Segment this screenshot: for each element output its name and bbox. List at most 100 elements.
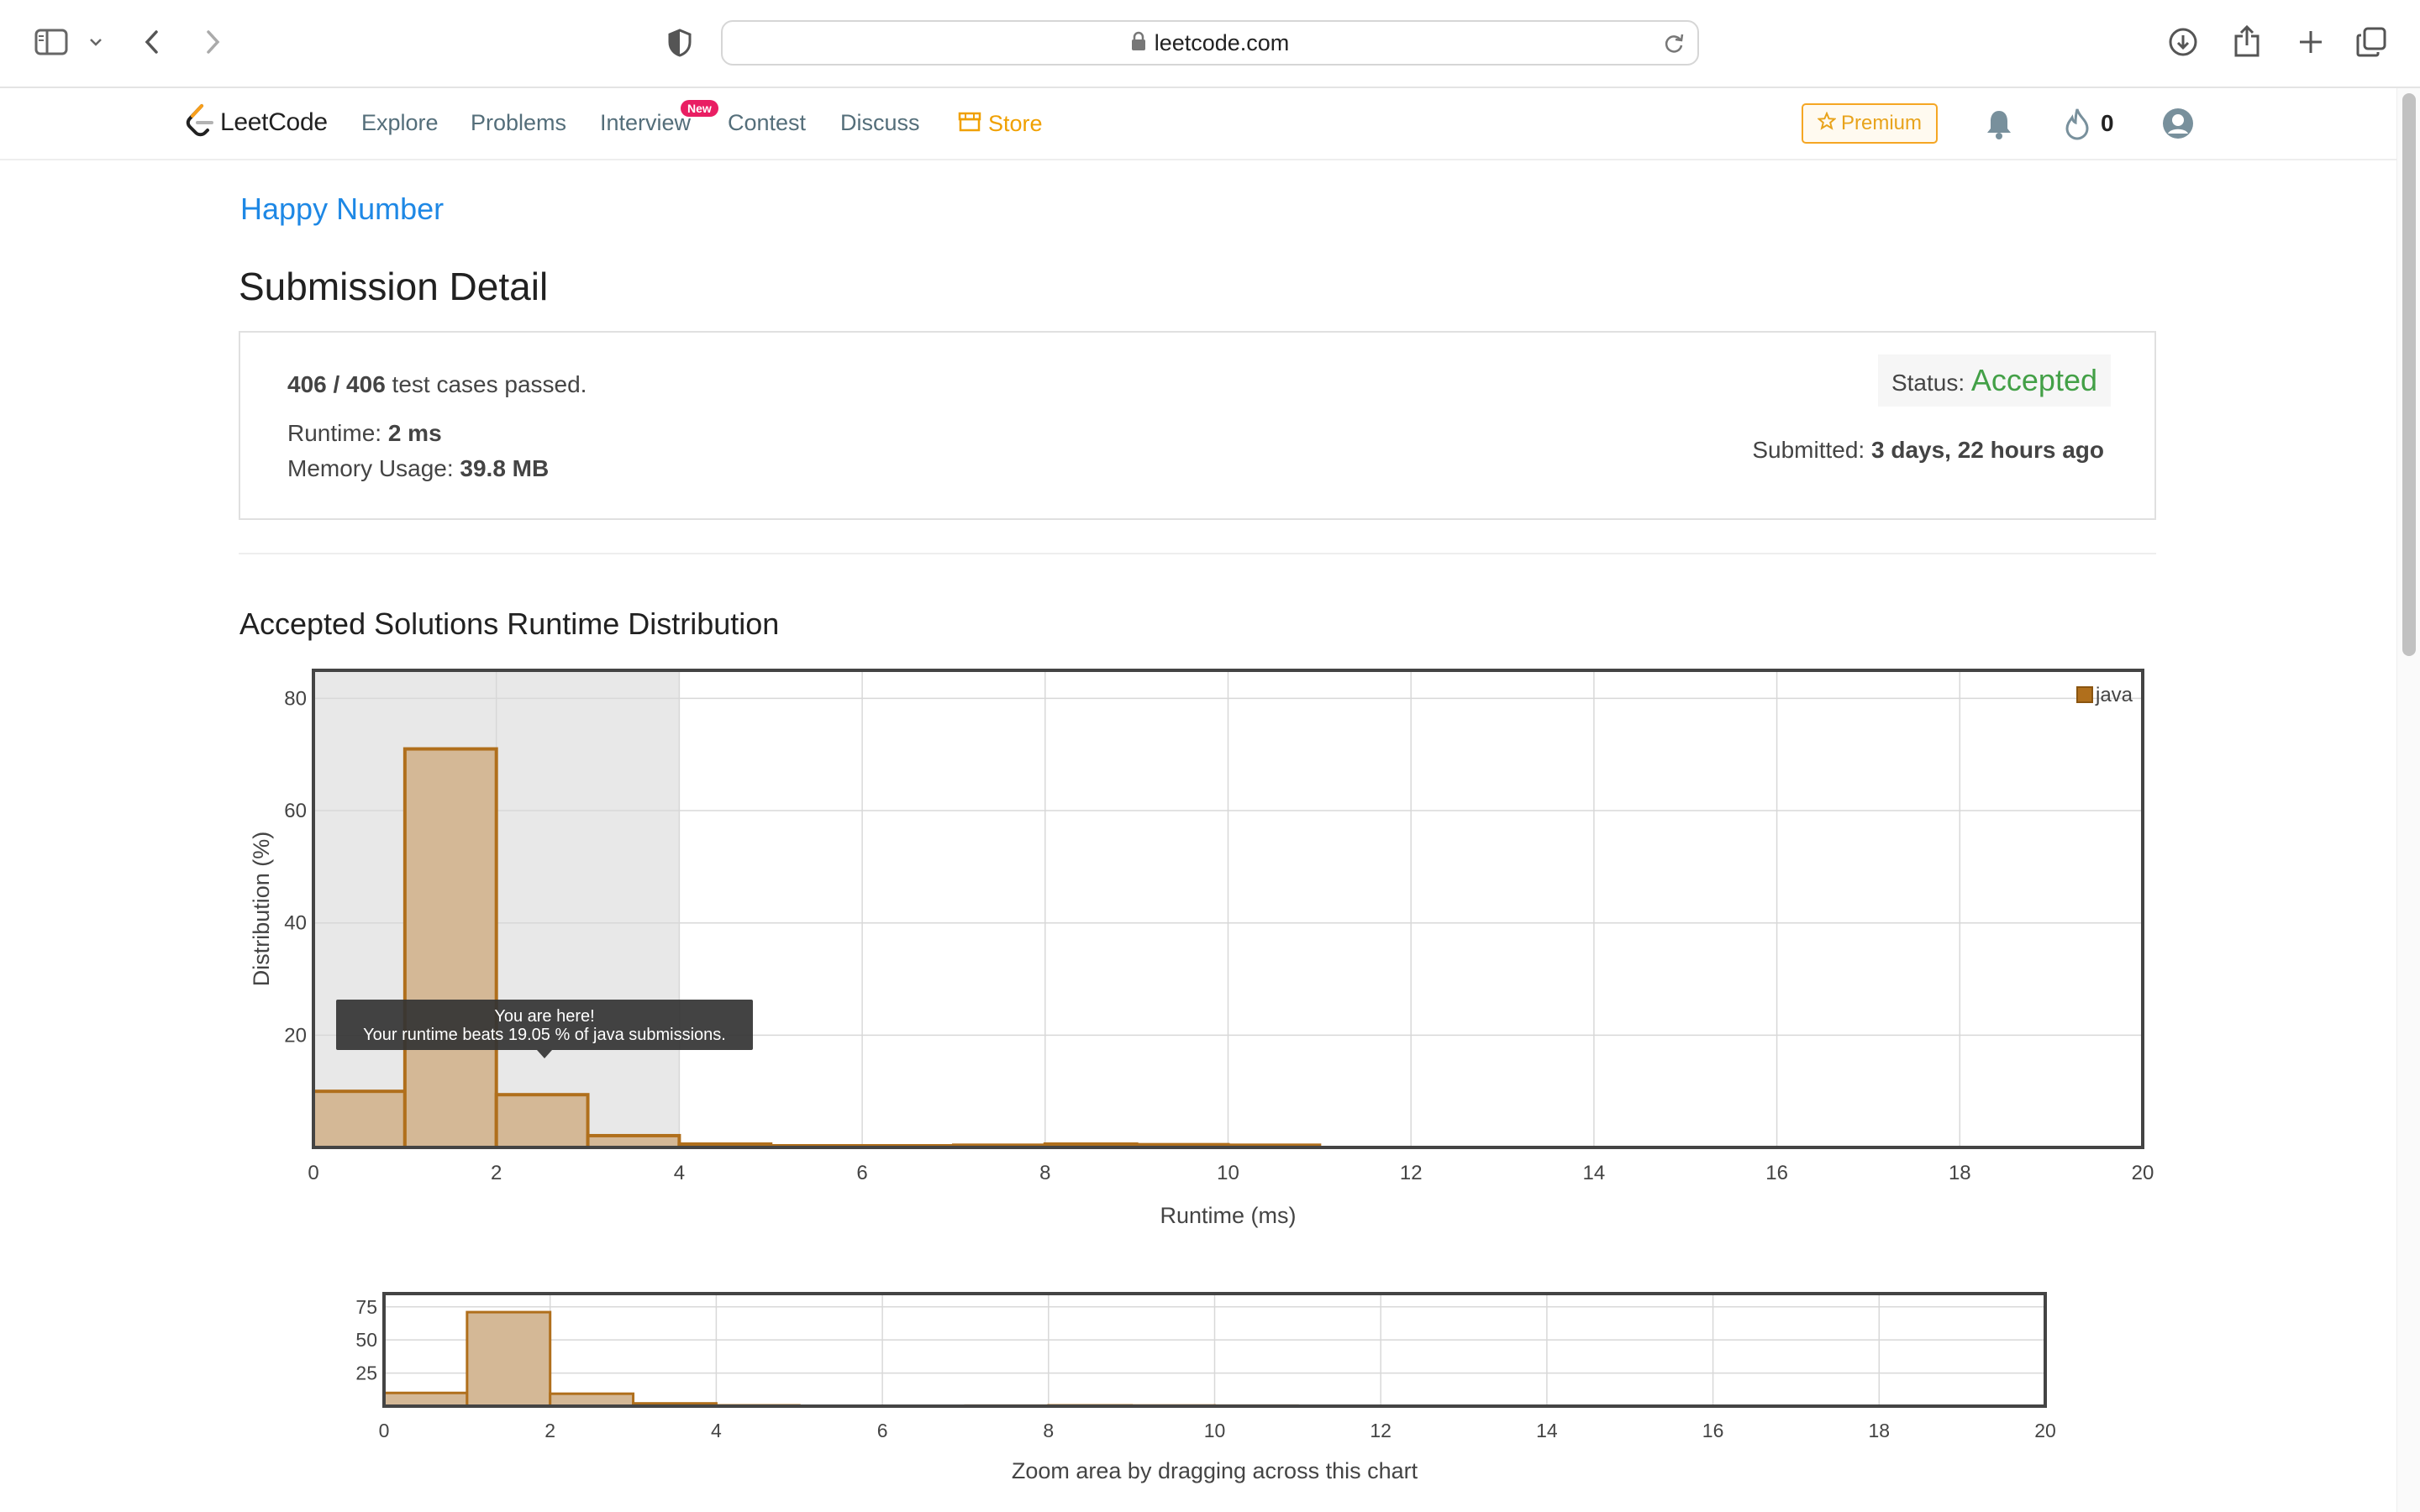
leetcode-logo-icon: [185, 103, 215, 141]
section-divider: [239, 553, 2156, 554]
x-tick-label: 16: [1765, 1162, 1788, 1184]
store-label: Store: [988, 111, 1043, 136]
problem-title-link[interactable]: Happy Number: [240, 192, 445, 226]
x-tick-label: 14: [1536, 1420, 1558, 1441]
y-tick-label: 60: [284, 800, 307, 822]
y-tick-label: 20: [284, 1024, 307, 1047]
nav-discuss[interactable]: Discuss: [840, 110, 920, 135]
legend-label: java: [2095, 684, 2133, 706]
star-icon: [1817, 110, 1837, 136]
x-tick-label: 4: [711, 1420, 722, 1441]
streak-fire-icon[interactable]: [2064, 107, 2091, 144]
browser-toolbar: leetcode.com: [0, 0, 2420, 88]
privacy-shield-icon[interactable]: [666, 27, 694, 59]
submission-result-panel: 406 / 406 test cases passed. Runtime: 2 …: [239, 331, 2156, 520]
premium-label: Premium: [1840, 112, 1922, 134]
streak-count: 0: [2101, 110, 2114, 136]
new-badge: New: [681, 100, 718, 117]
x-tick-label: 20: [2132, 1162, 2154, 1184]
y-tick-label: 80: [284, 687, 307, 710]
x-tick-label: 10: [1204, 1420, 1226, 1441]
runtime-distribution-chart[interactable]: 20 40 60 80 0 2 4 6 8 10 12 14 16 18 20 Distribution …: [235, 655, 2168, 1243]
x-tick-label: 4: [674, 1162, 685, 1184]
test-cases-text: test cases passed.: [385, 371, 587, 397]
back-icon[interactable]: [139, 27, 165, 57]
nav-interview[interactable]: Interview: [600, 110, 692, 135]
test-cases-line: 406 / 406 test cases passed.: [287, 371, 587, 398]
share-icon[interactable]: [2230, 24, 2264, 59]
avatar-icon[interactable]: [2161, 107, 2195, 144]
memory-line: Memory Usage: 39.8 MB: [287, 455, 549, 482]
forward-icon[interactable]: [200, 27, 225, 57]
navigator-bars: [382, 1310, 1299, 1408]
scrollbar[interactable]: [2396, 88, 2420, 1512]
runtime-line: Runtime: 2 ms: [287, 420, 442, 447]
url-text: leetcode.com: [1154, 29, 1290, 55]
premium-button[interactable]: Premium: [1802, 103, 1938, 144]
nav-explore[interactable]: Explore: [361, 110, 439, 135]
zoom-navigator-chart[interactable]: 25 50 75 0 2 4 6 8 10 12 14 16 18 20 Zoom area by dr…: [319, 1275, 2101, 1494]
x-tick-label: 14: [1583, 1162, 1606, 1184]
submitted-line: Submitted: 3 days, 22 hours ago: [1752, 437, 2104, 464]
bar: [494, 1093, 590, 1149]
y-axis-label: Distribution (%): [249, 832, 274, 987]
tooltip-arrow: [537, 1050, 552, 1058]
y-tick-label: 40: [284, 912, 307, 935]
x-tick-label: 12: [1400, 1162, 1423, 1184]
nav-store[interactable]: Store: [958, 110, 1043, 138]
bar: [402, 747, 498, 1149]
nav-contest[interactable]: Contest: [728, 110, 807, 135]
site-navbar: LeetCode Explore Problems Interview New …: [0, 88, 2396, 160]
reload-icon[interactable]: [1662, 32, 1686, 60]
zoom-caption: Zoom area by dragging across this chart: [1012, 1458, 1418, 1483]
y-tick-label: 25: [355, 1362, 377, 1384]
tooltip-line-2: Your runtime beats 19.05 % of java submi…: [363, 1026, 726, 1044]
x-axis-label: Runtime (ms): [1160, 1203, 1296, 1228]
x-tick-label: 0: [308, 1162, 318, 1184]
legend[interactable]: java: [2076, 684, 2133, 706]
x-tick-label: 0: [379, 1420, 390, 1441]
status-box: Status: Accepted: [1877, 354, 2111, 407]
tooltip-line-1: You are here!: [494, 1007, 594, 1026]
logo-text: LeetCode: [220, 108, 328, 136]
y-tick-label: 75: [355, 1296, 377, 1318]
address-bar[interactable]: leetcode.com: [721, 20, 1699, 66]
x-tick-label: 12: [1370, 1420, 1392, 1441]
bar: [549, 1392, 635, 1408]
scrollbar-thumb[interactable]: [2402, 93, 2416, 656]
x-tick-label: 10: [1217, 1162, 1239, 1184]
memory-value: 39.8 MB: [460, 455, 550, 481]
submitted-value: 3 days, 22 hours ago: [1871, 437, 2104, 463]
download-icon[interactable]: [2166, 25, 2200, 59]
navigator-frame: [382, 1292, 2047, 1408]
y-tick-label: 50: [355, 1329, 377, 1351]
x-tick-label: 16: [1702, 1420, 1724, 1441]
bar: [312, 1089, 407, 1149]
x-tick-label: 8: [1039, 1162, 1050, 1184]
chart-frame: [312, 669, 2144, 1149]
test-cases-count: 406 / 406: [287, 371, 386, 397]
page-title: Submission Detail: [239, 265, 549, 308]
leetcode-logo[interactable]: LeetCode: [185, 103, 328, 141]
x-tick-label: 20: [2034, 1420, 2056, 1441]
x-tick-label: 2: [544, 1420, 555, 1441]
y-tick-labels: 20 40 60 80: [284, 687, 307, 1047]
x-tick-label: 8: [1043, 1420, 1054, 1441]
navigator-y-tick-labels: 25 50 75: [355, 1296, 377, 1384]
memory-label: Memory Usage:: [287, 455, 460, 481]
chevron-down-icon[interactable]: [87, 32, 104, 52]
status-label: Status:: [1891, 370, 1971, 396]
new-tab-icon[interactable]: [2294, 25, 2328, 59]
nav-problems[interactable]: Problems: [471, 110, 567, 135]
notification-bell-icon[interactable]: [1985, 108, 2013, 144]
legend-swatch: [2076, 686, 2093, 703]
runtime-label: Runtime:: [287, 420, 388, 446]
store-icon: [958, 110, 981, 138]
tab-overview-icon[interactable]: [2354, 25, 2388, 59]
sidebar-toggle-icon[interactable]: [34, 27, 69, 57]
runtime-value: 2 ms: [387, 420, 442, 446]
bar: [382, 1391, 469, 1408]
navigator-x-tick-labels: 0 2 4 6 8 10 12 14 16 18 20: [379, 1420, 2056, 1441]
chart-bars: [312, 747, 1322, 1150]
x-tick-label: 18: [1949, 1162, 1971, 1184]
